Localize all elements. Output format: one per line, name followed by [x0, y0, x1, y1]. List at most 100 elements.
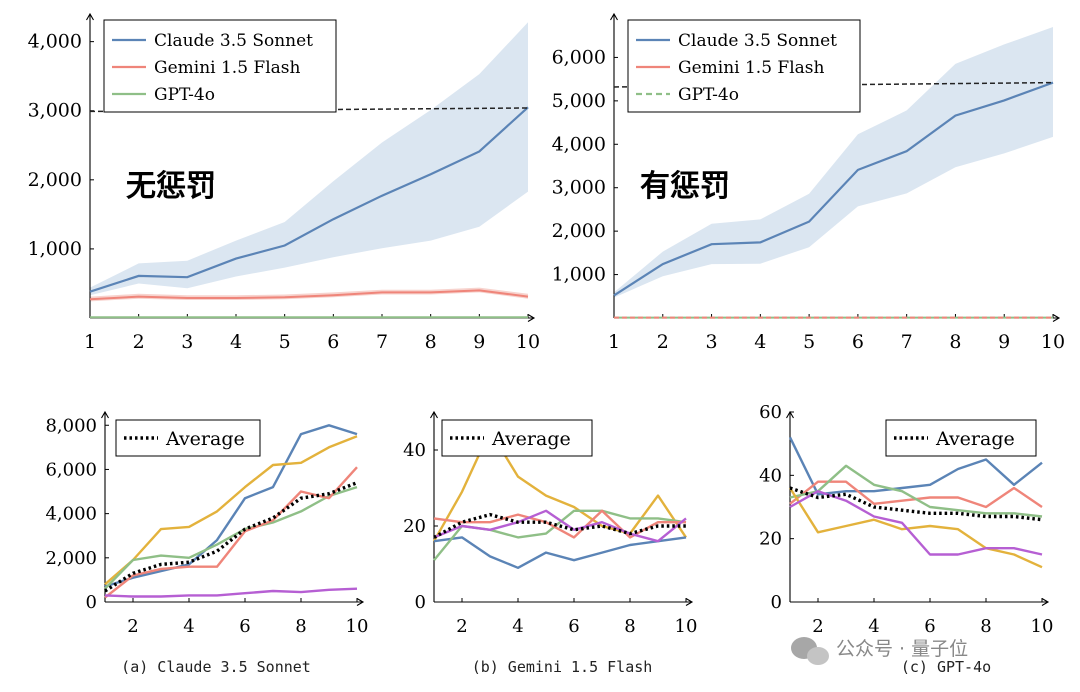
legend-label: Gemini 1.5 Flash — [154, 58, 301, 78]
y-tick-label: 6,000 — [45, 459, 97, 480]
x-tick-label: 8 — [295, 616, 306, 637]
x-tick-label: 4 — [868, 616, 879, 637]
watermark-text: 公众号 · 量子位 — [836, 638, 968, 660]
average-line — [789, 486, 1043, 522]
run-green-line — [433, 509, 687, 561]
x-tick-label: 4 — [183, 616, 194, 637]
y-tick-label: 2,000 — [28, 169, 82, 191]
x-tick-label: 9 — [473, 331, 485, 353]
y-axis-arrow — [610, 12, 618, 21]
run-blue-line — [104, 424, 358, 588]
run-green-line — [104, 485, 358, 590]
y-tick-label: 2,000 — [552, 220, 606, 242]
y-tick-label: 40 — [403, 440, 426, 461]
x-tick-label: 6 — [327, 331, 339, 353]
run-blue-line — [788, 436, 1043, 496]
run-blue-line — [433, 536, 687, 569]
claude-line — [89, 106, 529, 293]
run-orange-line — [788, 487, 1043, 569]
x-tick-label: 10 — [1041, 331, 1065, 353]
run-purple-line — [104, 587, 358, 598]
legend-label: Average — [491, 428, 571, 450]
x-tick-label: 7 — [901, 331, 913, 353]
y-axis-arrow — [86, 12, 94, 21]
bottom-b-chart: 0 20 40 2 4 6 8 10 Average (b) Gemini 1.5 Flash — [403, 410, 698, 676]
gemini-confidence-band — [90, 287, 528, 302]
x-tick-label: 2 — [657, 331, 669, 353]
legend-box — [115, 419, 261, 457]
average-line — [433, 512, 686, 539]
x-axis-arrow — [1052, 314, 1061, 322]
y-tick-label: 0 — [415, 592, 426, 613]
y-tick-label: 0 — [86, 592, 97, 613]
y-axis-arrow — [101, 410, 109, 419]
legend-label: GPT-4o — [154, 85, 215, 105]
x-tick-label: 8 — [980, 616, 991, 637]
x-axis-arrow — [527, 314, 536, 322]
run-red-line — [433, 509, 686, 539]
y-tick-label: 1,000 — [28, 238, 82, 260]
x-tick-label: 6 — [852, 331, 864, 353]
legend-label: Average — [935, 428, 1015, 450]
run-orange-line — [432, 429, 687, 542]
x-tick-label: 2 — [127, 616, 138, 637]
legend-label: Average — [165, 428, 245, 450]
y-tick-label: 2,000 — [45, 548, 97, 569]
subplot-caption: (a) Claude 3.5 Sonnet — [121, 658, 311, 676]
x-tick-label: 2 — [456, 616, 467, 637]
average-line — [104, 481, 358, 593]
y-axis-arrow — [430, 410, 438, 419]
bottom-c-chart: 0 20 40 60 2 4 6 8 10 Average (c) GPT-4o — [759, 402, 1053, 676]
y-tick-label: 0 — [771, 592, 782, 613]
y-tick-label: 3,000 — [552, 177, 606, 199]
x-tick-label: 4 — [754, 331, 766, 353]
x-tick-label: 6 — [239, 616, 250, 637]
y-tick-label: 4,000 — [45, 504, 97, 525]
y-tick-label: 40 — [759, 465, 782, 486]
y-tick-label: 6,000 — [552, 46, 606, 68]
penalty-annotation: 有惩罚 — [640, 169, 730, 204]
x-tick-label: 2 — [812, 616, 823, 637]
x-tick-label: 5 — [279, 331, 291, 353]
x-tick-label: 4 — [512, 616, 523, 637]
x-tick-label: 3 — [706, 331, 718, 353]
x-tick-label: 4 — [230, 331, 242, 353]
top-left-chart: 1,000 2,000 3,000 4,000 1 2 3 4 5 6 7 8 9 10 Claude 3.… — [28, 12, 540, 353]
x-tick-label: 8 — [624, 616, 635, 637]
x-tick-label: 6 — [568, 616, 579, 637]
x-tick-label: 1 — [608, 331, 620, 353]
watermark: 公众号 · 量子位 — [791, 637, 968, 665]
x-tick-label: 10 — [346, 616, 369, 637]
x-tick-label: 7 — [376, 331, 388, 353]
x-tick-label: 8 — [425, 331, 437, 353]
x-tick-label: 10 — [675, 616, 698, 637]
penalty-annotation: 无惩罚 — [126, 169, 216, 204]
legend-label: GPT-4o — [678, 85, 739, 105]
y-tick-label: 3,000 — [28, 100, 82, 122]
subplot-caption: (b) Gemini 1.5 Flash — [472, 658, 653, 676]
x-tick-label: 10 — [516, 331, 540, 353]
x-tick-label: 10 — [1031, 616, 1054, 637]
y-tick-label: 1,000 — [552, 264, 606, 286]
y-tick-label: 4,000 — [28, 31, 82, 53]
gemini-line — [89, 289, 529, 301]
top-right-chart: 1,000 2,000 3,000 4,000 5,000 6,000 1 2 3 4 5 6 7 8 9 1… — [552, 12, 1065, 353]
bottom-a-chart: 0 2,000 4,000 6,000 8,000 2 4 6 8 10 Average (a) Cl… — [45, 410, 369, 676]
x-axis-arrow — [685, 598, 694, 606]
claude-confidence-band — [614, 27, 1053, 298]
y-tick-label: 20 — [403, 516, 426, 537]
claude-confidence-band — [90, 22, 528, 296]
y-tick-label: 4,000 — [552, 133, 606, 155]
run-purple-line — [789, 490, 1043, 556]
x-tick-label: 1 — [84, 331, 96, 353]
wechat-icon-secondary — [807, 647, 829, 665]
run-red-line — [104, 466, 358, 599]
run-orange-line — [104, 435, 358, 586]
legend-label: Claude 3.5 Sonnet — [154, 31, 313, 51]
x-axis-arrow — [1041, 598, 1050, 606]
run-purple-line — [433, 509, 687, 543]
y-tick-label: 60 — [759, 402, 782, 423]
y-tick-label: 5,000 — [552, 90, 606, 112]
x-tick-label: 2 — [133, 331, 145, 353]
